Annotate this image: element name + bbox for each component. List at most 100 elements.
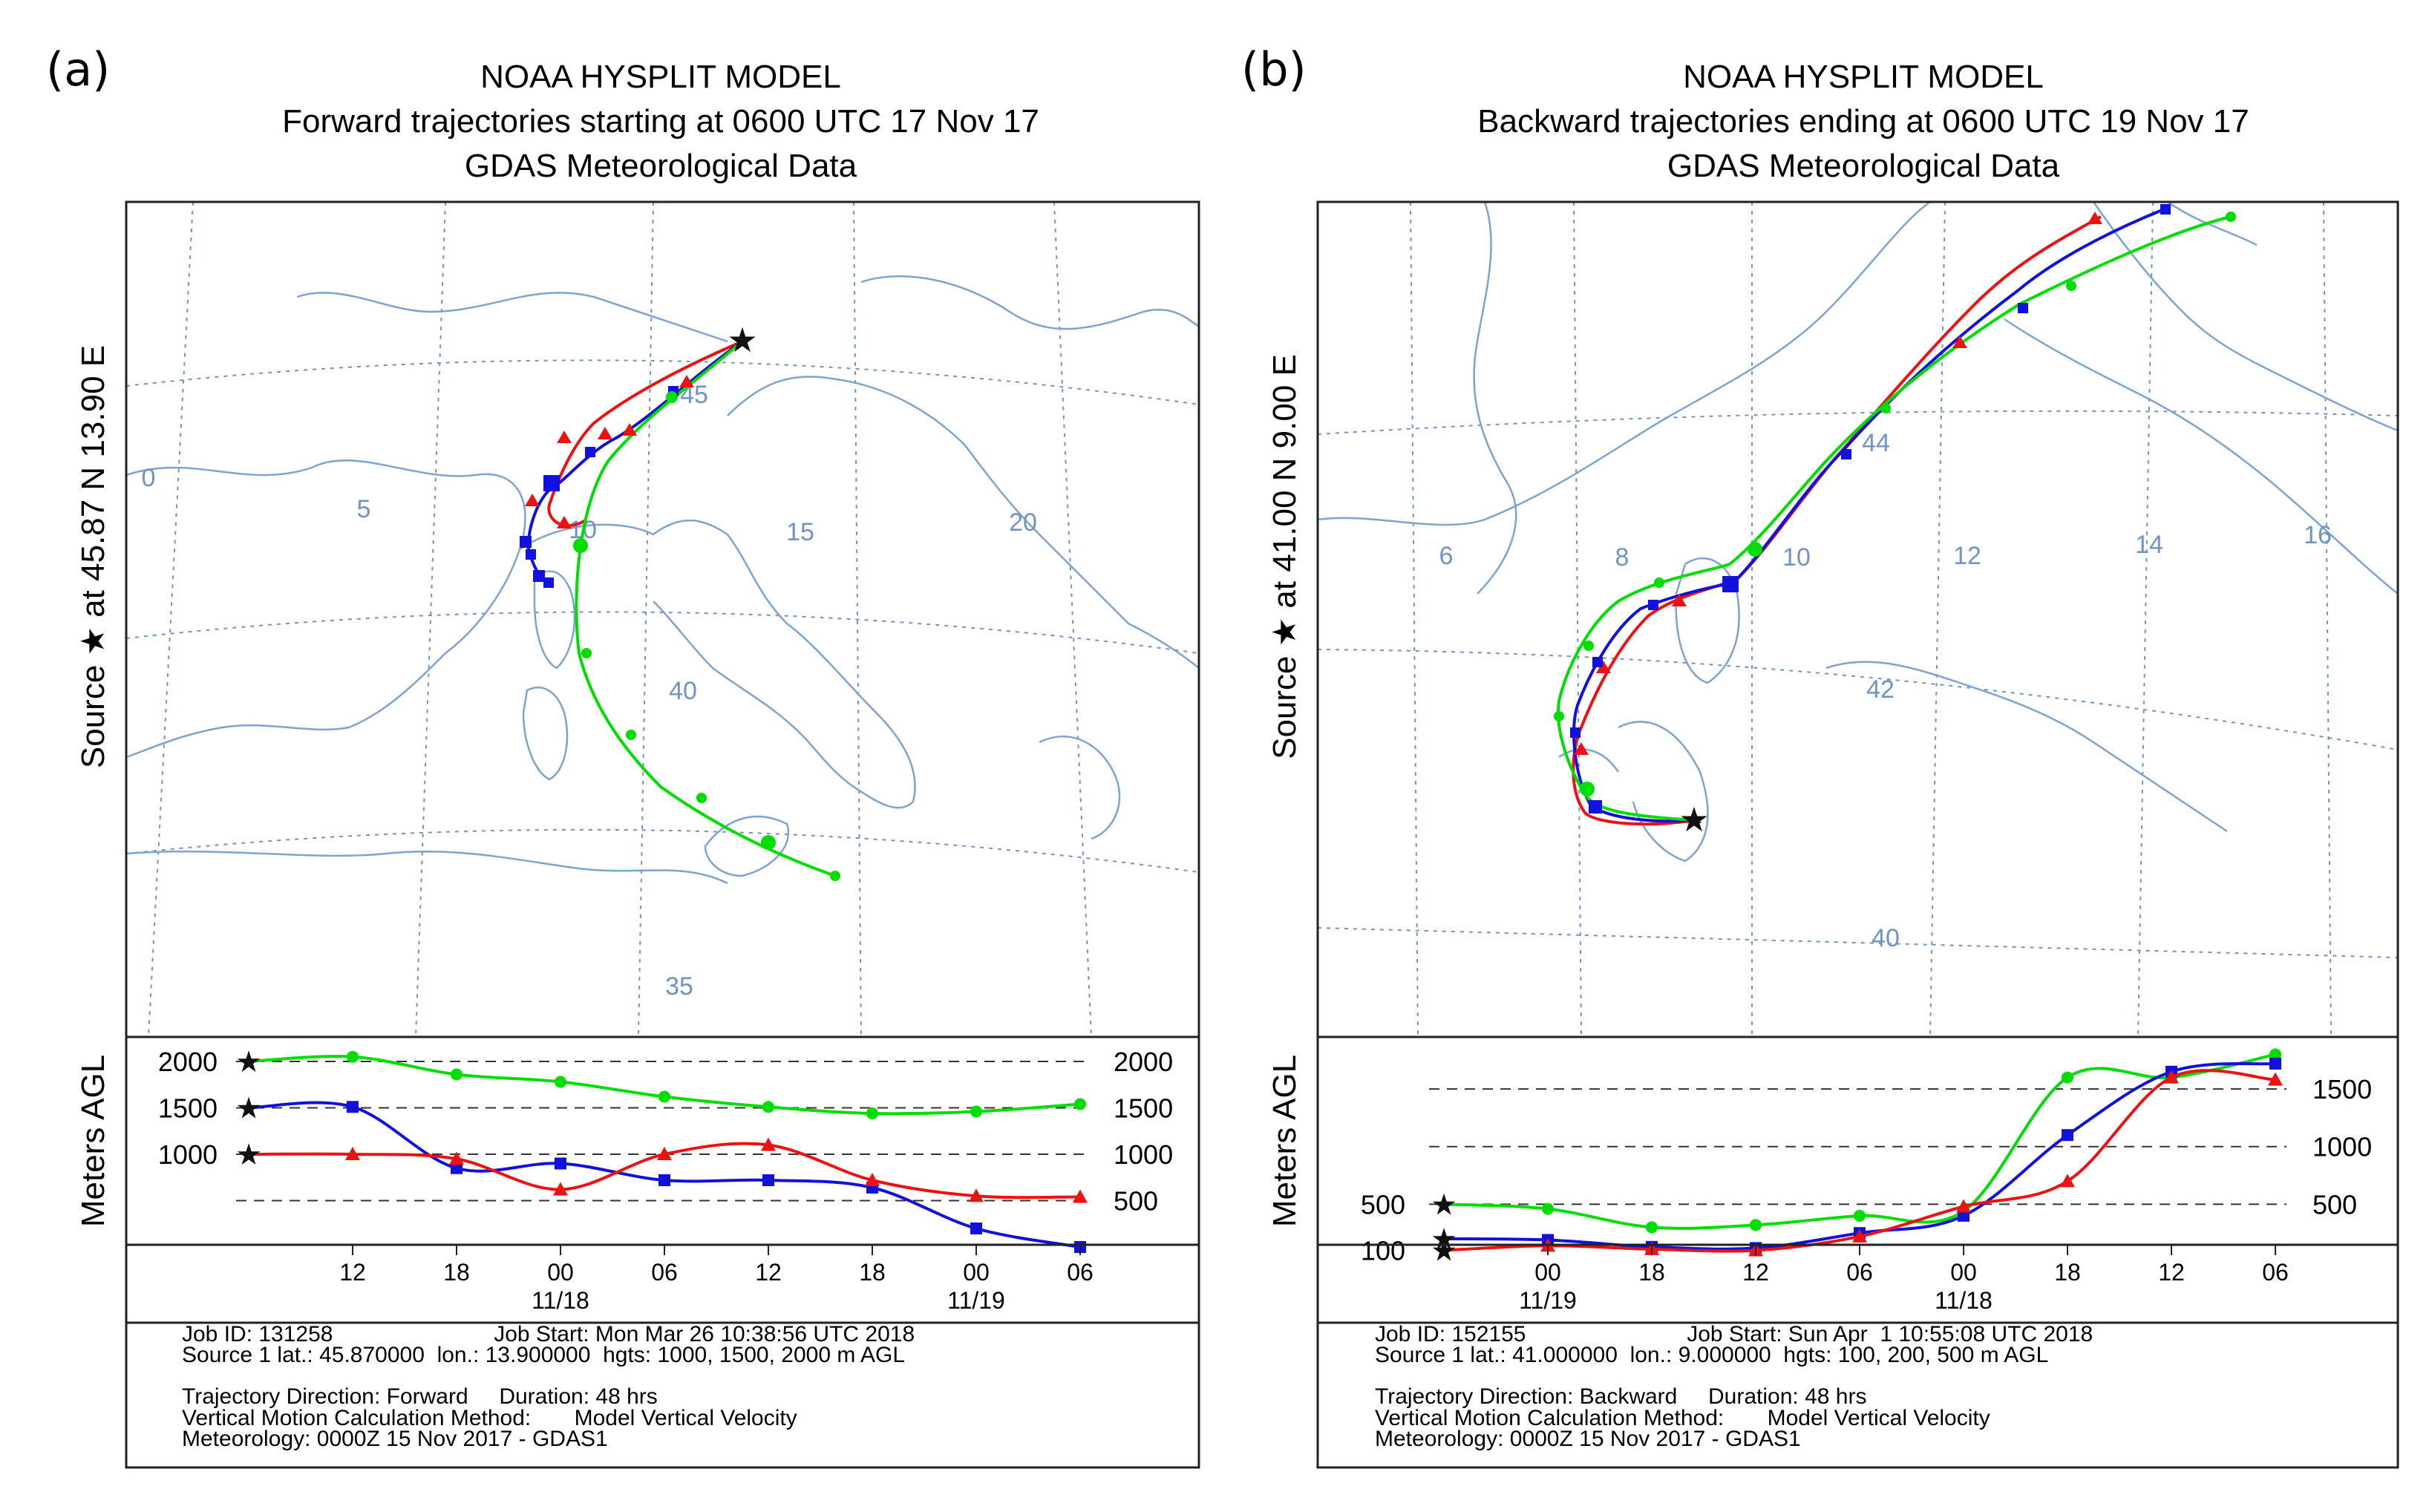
pb-xtick-label-7: 06 — [2262, 1259, 2289, 1286]
panel-a-info-2: Source 1 lat.: 45.870000 lon.: 13.900000… — [182, 1343, 905, 1367]
pb-ytick-left-500: 500 — [1361, 1189, 1405, 1220]
pa-series-2-point-5 — [761, 1137, 776, 1151]
panel-a-map: 0 5 10 15 20 35 40 45 — [125, 201, 1200, 1038]
panel-a-info-frame — [125, 1321, 1200, 1469]
pa-series-2-point-2 — [449, 1151, 464, 1165]
pb-xtick-label-4: 00 — [1950, 1259, 1977, 1286]
pb-ytick-right-500: 500 — [2312, 1189, 2357, 1220]
pb-series-2-point-7 — [2164, 1070, 2179, 1084]
pb-ytick-left-100: 100 — [1361, 1235, 1405, 1266]
pa-series-0-point-5 — [762, 1101, 774, 1113]
panel-a: (a) NOAA HYSPLIT MODEL Forward trajector… — [46, 42, 1200, 1469]
pa-xtick-label-3: 06 — [651, 1259, 678, 1286]
pa-series-1-point-2 — [451, 1162, 462, 1174]
panel-a-height-frame — [125, 1035, 1200, 1246]
panel-b-title-1: NOAA HYSPLIT MODEL — [1683, 59, 2044, 95]
pa-series-2-source-star: ★ — [235, 1139, 262, 1171]
panel-b-info-2: Source 1 lat.: 41.000000 lon.: 9.000000 … — [1375, 1343, 2048, 1367]
panel-b-grid-label-42: 42 — [1866, 675, 1895, 704]
pb-xtick-label-1: 18 — [1638, 1259, 1665, 1286]
panel-b-map-trajectories: ★ — [1554, 204, 2236, 839]
pa-xtick-label-7: 06 — [1067, 1259, 1094, 1286]
panel-b-title-2: Backward trajectories ending at 0600 UTC… — [1477, 103, 2249, 140]
pb-series-0-point-8 — [2269, 1048, 2281, 1061]
pa-series-2-point-4 — [657, 1147, 672, 1160]
panel-a-height-panel: Meters AGL 2000 1500 1000 2000 1500 1000 500 ★… — [75, 1035, 1200, 1324]
panel-b-info-frame — [1316, 1321, 2399, 1469]
pa-xtick-label-4: 12 — [755, 1259, 782, 1286]
panel-b-map-source-star: ★ — [1678, 800, 1709, 839]
pa-date-label-1: 11/19 — [947, 1287, 1005, 1314]
pa-series-1-point-4 — [658, 1174, 670, 1186]
pb-series-2-point-4 — [1852, 1228, 1867, 1243]
pa-series-0-point-8 — [1074, 1098, 1086, 1110]
pa-series-1-source-star: ★ — [235, 1093, 262, 1125]
pa-series-line-0 — [248, 1055, 1081, 1116]
panel-b-grid-label-10: 10 — [1782, 543, 1811, 572]
panel-b-info-1: Job ID: 152155 Job Start: Sun Apr 1 10:5… — [1375, 1322, 2093, 1346]
panel-a-height-yticks: 2000 1500 1000 2000 1500 1000 500 — [158, 1047, 1173, 1217]
panel-b-grid-label-8: 8 — [1615, 543, 1629, 572]
pb-xtick-label-0: 00 — [1534, 1259, 1561, 1286]
pb-series-2-point-6 — [2060, 1174, 2075, 1188]
pb-series-0-point-1 — [1542, 1202, 1554, 1215]
pb-series-2-point-8 — [2268, 1072, 2283, 1086]
panel-a-info-5: Vertical Motion Calculation Method: Mode… — [182, 1406, 797, 1430]
panel-b-grid-label-44: 44 — [1862, 429, 1890, 457]
pa-xtick-label-1: 18 — [443, 1259, 470, 1286]
pa-series-0-point-6 — [866, 1107, 878, 1119]
pb-series-1-point-8 — [2269, 1057, 2281, 1070]
panel-a-info-6: Meteorology: 0000Z 15 Nov 2017 - GDAS1 — [182, 1427, 608, 1451]
pb-date-label-1: 11/18 — [1935, 1287, 1993, 1314]
pb-ytick-right-1500: 1500 — [2312, 1074, 2372, 1104]
panel-a-grid-label-20: 20 — [1009, 508, 1037, 537]
pa-series-0-point-1 — [347, 1050, 359, 1063]
pa-ytick-right-1500: 1500 — [1114, 1093, 1173, 1124]
pb-series-line-0 — [1443, 1053, 2276, 1230]
pa-ytick-right-1000: 1000 — [1114, 1139, 1173, 1170]
panel-b-title-3: GDAS Meteorological Data — [1667, 148, 2060, 184]
panel-a-title-1: NOAA HYSPLIT MODEL — [480, 59, 841, 95]
panel-a-height-ylabel: Meters AGL — [75, 1055, 111, 1227]
panel-a-info-4: Trajectory Direction: Forward Duration: … — [182, 1384, 658, 1409]
pb-ytick-right-1000: 1000 — [2312, 1132, 2372, 1162]
panel-a-title-3: GDAS Meteorological Data — [465, 148, 857, 184]
panel-b-map-markers-green — [1554, 212, 2236, 796]
panel-a-source-label: Source ★ at 45.87 N 13.90 E — [75, 345, 111, 768]
panel-a-coastlines — [125, 275, 1200, 885]
pb-date-label-0: 11/19 — [1519, 1287, 1577, 1314]
panel-a-map-markers-green — [573, 391, 840, 881]
panel-a-map-trajectories: ★ — [520, 321, 840, 881]
pb-xtick-label-3: 06 — [1846, 1259, 1873, 1286]
panel-b-height-ylabel: Meters AGL — [1266, 1055, 1303, 1227]
pb-series-line-2 — [1443, 1069, 2276, 1253]
panel-b-coastlines — [1317, 200, 2399, 863]
panel-b-info-4: Trajectory Direction: Backward Duration:… — [1375, 1384, 1866, 1409]
pb-series-2-point-5 — [1956, 1199, 1971, 1213]
panel-b-grid-label-12: 12 — [1953, 542, 1981, 570]
pa-date-label-0: 11/18 — [532, 1287, 589, 1314]
panel-b-info-box: Job ID: 152155 Job Start: Sun Apr 1 10:5… — [1316, 1321, 2399, 1469]
pa-series-1-point-3 — [555, 1157, 566, 1170]
panel-a-grid-label-40: 40 — [669, 677, 697, 705]
panel-b-time-ticks: 00 18 12 06 00 18 12 06 11/19 11/18 — [1519, 1245, 2289, 1314]
panel-b-source-label: Source ★ at 41.00 N 9.00 E — [1266, 354, 1303, 759]
pb-xtick-label-6: 12 — [2158, 1259, 2185, 1286]
panel-a-time-ticks: 12 18 00 06 12 18 00 06 11/18 11/19 — [339, 1245, 1094, 1314]
pa-series-2-point-3 — [553, 1182, 568, 1196]
pb-xtick-label-5: 18 — [2054, 1259, 2081, 1286]
pa-series-1-point-5 — [762, 1174, 774, 1186]
panel-a-info-box: Job ID: 131258 Job Start: Mon Mar 26 10:… — [125, 1321, 1200, 1469]
panel-b-map: 6 8 10 12 14 16 40 42 44 — [1317, 200, 2399, 1038]
panel-b-info-5: Vertical Motion Calculation Method: Mode… — [1375, 1406, 1990, 1430]
panel-b-height-series: ★★★ — [1431, 1048, 2283, 1267]
panel-a-grid-label-5: 5 — [357, 495, 371, 523]
pa-series-0-source-star: ★ — [235, 1046, 262, 1079]
pa-ytick-right-500: 500 — [1114, 1186, 1158, 1217]
panel-b-grid-label-40: 40 — [1872, 924, 1900, 952]
pb-xtick-label-2: 12 — [1742, 1259, 1769, 1286]
pa-ytick-right-2000: 2000 — [1114, 1047, 1173, 1077]
panel-b-grid-label-6: 6 — [1439, 542, 1454, 570]
pa-xtick-label-6: 00 — [963, 1259, 990, 1286]
